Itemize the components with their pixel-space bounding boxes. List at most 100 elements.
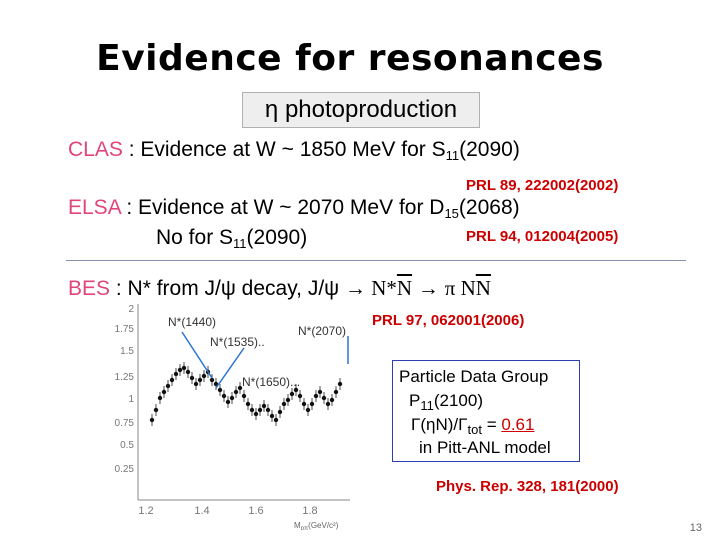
arrow-icon: → (412, 277, 445, 300)
pdg-p11-line: P11(2100) (409, 391, 483, 413)
elsa-no-tail: (2090) (246, 226, 308, 249)
x-axis-sub: pπ (301, 526, 308, 530)
pointer-1535 (215, 347, 245, 389)
data-point (213, 381, 219, 387)
y-tick-label: 1.25 (115, 372, 135, 383)
data-point (289, 391, 295, 397)
label-n1440: N*(1440) (168, 315, 216, 329)
x-tick-label: 1.6 (248, 505, 263, 517)
y-tick-label: 0.25 (115, 464, 135, 475)
elsa-reference: PRL 94, 012004(2005) (466, 228, 619, 245)
bes-nbar2: N (475, 276, 491, 300)
elsa-subscript: 15 (444, 206, 459, 221)
clas-label: CLAS (68, 138, 123, 161)
y-tick-label: 2 (128, 304, 134, 315)
data-point (293, 387, 299, 393)
y-tick-label: 1.75 (115, 324, 135, 335)
pdg-gamma-sub: tot (467, 422, 482, 437)
data-point (185, 369, 191, 375)
pdg-reference: Phys. Rep. 328, 181(2000) (436, 478, 619, 495)
data-point (245, 401, 251, 407)
x-tick-label: 1.8 (302, 505, 317, 517)
pdg-branching-line: Γ(ηN)/Γtot = 0.61 (411, 415, 534, 437)
data-point (237, 385, 243, 391)
data-point (273, 417, 279, 423)
data-point (281, 401, 287, 407)
divider-line (66, 260, 686, 261)
arrow-icon: → (344, 277, 366, 300)
clas-line: CLAS : Evidence at W ~ 1850 MeV for S11(… (68, 138, 520, 163)
elsa-no-subscript: 11 (233, 236, 247, 251)
data-point (233, 389, 239, 395)
elsa-line: ELSA : Evidence at W ~ 2070 MeV for D15(… (68, 196, 520, 221)
bes-text: : N* from J/ψ decay, J/ψ (110, 277, 345, 300)
data-point (197, 377, 203, 383)
data-point (249, 407, 255, 413)
data-point (253, 411, 259, 417)
pdg-title: Particle Data Group (399, 367, 549, 386)
clas-text: : Evidence at W ~ 1850 MeV for S (122, 138, 446, 161)
pdg-model: in Pitt-ANL model (419, 438, 551, 457)
data-point (189, 375, 195, 381)
data-point (225, 399, 231, 405)
elsa-no-text: No for S (156, 226, 234, 249)
svg-text:Mpπ(GeV/c²): Mpπ(GeV/c²) (294, 521, 339, 530)
data-point (241, 393, 247, 399)
data-point (229, 395, 235, 401)
bes-reference: PRL 97, 062001(2006) (372, 312, 525, 329)
pdg-gamma-ratio: Γ(ηN)/Γ (411, 415, 468, 434)
data-point (329, 397, 335, 403)
data-point (297, 393, 303, 399)
data-point (157, 395, 163, 401)
data-point (325, 401, 331, 407)
data-point (333, 389, 339, 395)
data-point (181, 365, 187, 371)
pdg-value: 0.61 (501, 415, 535, 434)
label-n2070: N*(2070) (298, 324, 346, 338)
data-point (301, 401, 307, 407)
y-tick-label: 0.5 (120, 440, 134, 451)
eta-photoproduction-heading: η photoproduction (242, 92, 480, 128)
data-point (221, 393, 227, 399)
y-tick-label: 1 (128, 394, 134, 405)
slide-title: Evidence for resonances (96, 38, 604, 79)
data-point (193, 381, 199, 387)
clas-reference: PRL 89, 222002(2002) (466, 177, 619, 194)
data-point (313, 393, 319, 399)
data-point (149, 417, 155, 423)
label-n1650: N*(1650)... (242, 375, 300, 389)
data-point (257, 407, 263, 413)
data-point (321, 395, 327, 401)
x-axis-unit: (GeV/c²) (308, 521, 339, 530)
data-point (217, 387, 223, 393)
data-point (173, 371, 179, 377)
bes-line: BES : N* from J/ψ decay, J/ψ → N*N → π N… (68, 276, 491, 301)
data-point (269, 413, 275, 419)
bes-nbar: N (396, 276, 413, 300)
data-point (337, 381, 343, 387)
clas-tail: (2090) (459, 138, 520, 161)
data-point (209, 377, 215, 383)
pdg-box: Particle Data Group P11(2100) Γ(ηN)/Γtot… (392, 360, 580, 462)
data-point (153, 407, 159, 413)
pdg-p: P (409, 391, 421, 410)
elsa-text: : Evidence at W ~ 2070 MeV for D (120, 196, 445, 219)
y-tick-label: 0.75 (115, 418, 135, 429)
elsa-label: ELSA (68, 196, 121, 219)
data-point (261, 403, 267, 409)
pointer-1440 (181, 331, 213, 379)
pdg-p-sub: 11 (420, 398, 434, 413)
label-n1535: N*(1535).. (210, 335, 265, 349)
plot-data-points (149, 362, 343, 426)
data-point (201, 373, 207, 379)
bes-pi-n: π N (444, 276, 476, 300)
x-axis-label: M (294, 521, 301, 530)
mass-spectrum-plot: 2 1.75 1.5 1.25 1 0.75 0.5 0.25 1.2 1.4 … (115, 304, 350, 530)
x-tick-label: 1.4 (194, 505, 209, 517)
bes-nstar: N* (365, 276, 397, 300)
x-tick-label: 1.2 (138, 505, 153, 517)
data-point (277, 409, 283, 415)
elsa-tail: (2068) (458, 196, 520, 219)
data-point (161, 389, 167, 395)
data-point (305, 407, 311, 413)
